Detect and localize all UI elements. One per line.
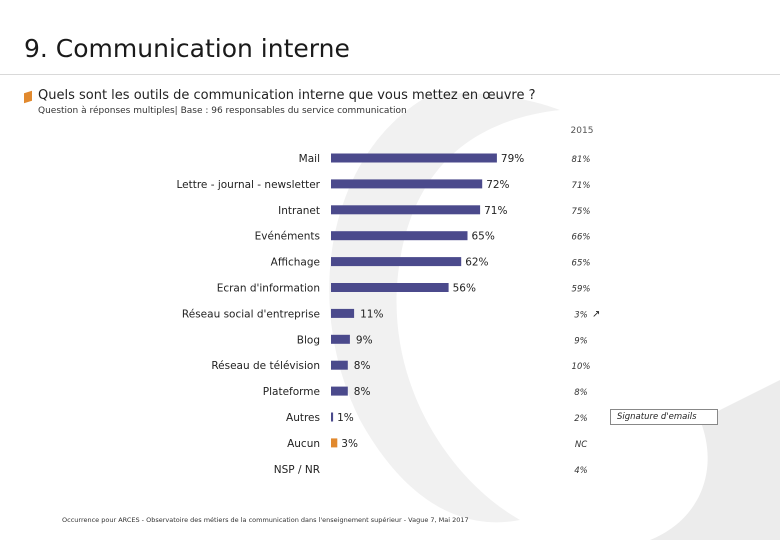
question-subnote: Question à réponses multiples| Base : 96… xyxy=(38,106,407,116)
bar xyxy=(331,231,468,241)
bar xyxy=(331,153,497,163)
category-label: Plateforme xyxy=(263,386,320,398)
title-divider xyxy=(0,74,780,75)
comparison-2015-value: 66% xyxy=(572,233,591,243)
comparison-2015-value: 4% xyxy=(574,466,588,476)
comparison-2015-value: NC xyxy=(575,440,587,450)
value-label: 62% xyxy=(465,257,488,269)
comparison-2015-value: 75% xyxy=(572,207,591,217)
comparison-2015-value: 10% xyxy=(572,362,591,372)
category-label: Mail xyxy=(299,153,320,165)
value-label: 9% xyxy=(356,334,373,346)
value-label: 65% xyxy=(472,231,495,243)
question-text: Quels sont les outils de communication i… xyxy=(38,88,536,103)
category-label: Lettre - journal - newsletter xyxy=(176,179,320,191)
value-label: 8% xyxy=(354,386,371,398)
value-label: 79% xyxy=(501,153,524,165)
category-label: Autres xyxy=(286,412,320,424)
comparison-column-header: 2015 xyxy=(570,126,594,136)
bar xyxy=(331,308,355,318)
comparison-2015-value: 3% xyxy=(574,310,588,320)
trend-up-arrow-icon: ↗ xyxy=(592,309,601,320)
bar xyxy=(331,205,481,215)
value-label: 56% xyxy=(453,283,476,295)
comparison-2015-value: 65% xyxy=(572,259,591,269)
category-label: Aucun xyxy=(287,438,320,450)
category-label: Affichage xyxy=(271,257,320,269)
bar xyxy=(331,386,348,396)
bar xyxy=(331,412,334,422)
comparison-2015-value: 59% xyxy=(572,285,591,295)
category-label: Ecran d'information xyxy=(217,283,320,295)
category-label: Réseau de télévision xyxy=(211,360,320,372)
bar xyxy=(331,179,483,189)
bar xyxy=(331,334,350,344)
comparison-2015-value: 8% xyxy=(574,388,588,398)
comparison-2015-value: 2% xyxy=(574,414,588,424)
category-label: Intranet xyxy=(278,205,320,217)
page-title: 9. Communication interne xyxy=(24,34,350,63)
callout-box: Signature d'emails xyxy=(610,409,718,425)
comparison-2015-value: 81% xyxy=(572,155,591,165)
value-label: 71% xyxy=(484,205,507,217)
value-label: 72% xyxy=(486,179,509,191)
category-label: Evénéments xyxy=(255,231,320,243)
bar xyxy=(331,360,348,370)
bar xyxy=(331,438,338,448)
value-label: 3% xyxy=(341,438,358,450)
category-label: Blog xyxy=(297,334,320,346)
comparison-2015-value: 9% xyxy=(574,336,588,346)
source-footer: Occurrence pour ARCES - Observatoire des… xyxy=(62,516,469,524)
bar xyxy=(331,257,462,267)
value-label: 11% xyxy=(360,308,383,320)
value-label: 1% xyxy=(337,412,354,424)
bar xyxy=(331,283,449,292)
category-label: NSP / NR xyxy=(274,464,320,476)
comparison-2015-value: 71% xyxy=(572,181,591,191)
value-label: 8% xyxy=(354,360,371,372)
category-label: Réseau social d'entreprise xyxy=(182,308,320,320)
